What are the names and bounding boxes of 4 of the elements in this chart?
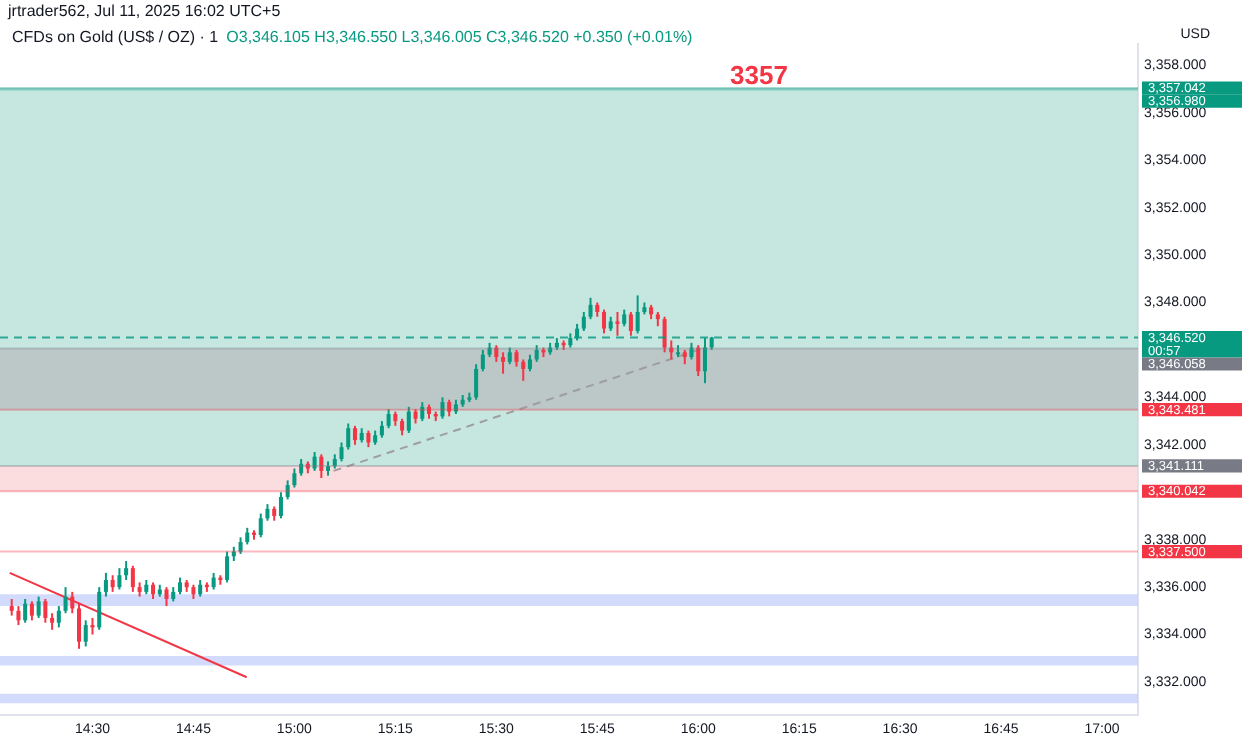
chart-subtitle: O3,346.105 H3,346.550 L3,346.005 C3,346.520 +0.350 (+0.01%) (226, 28, 693, 46)
text: jrtrader562, Jul 11, 2025 16:02 UTC+5 (8, 2, 281, 20)
annotation: 3357 (730, 60, 788, 90)
chart-title: CFDs on Gold (US$ / OZ) · 1 (12, 28, 219, 46)
